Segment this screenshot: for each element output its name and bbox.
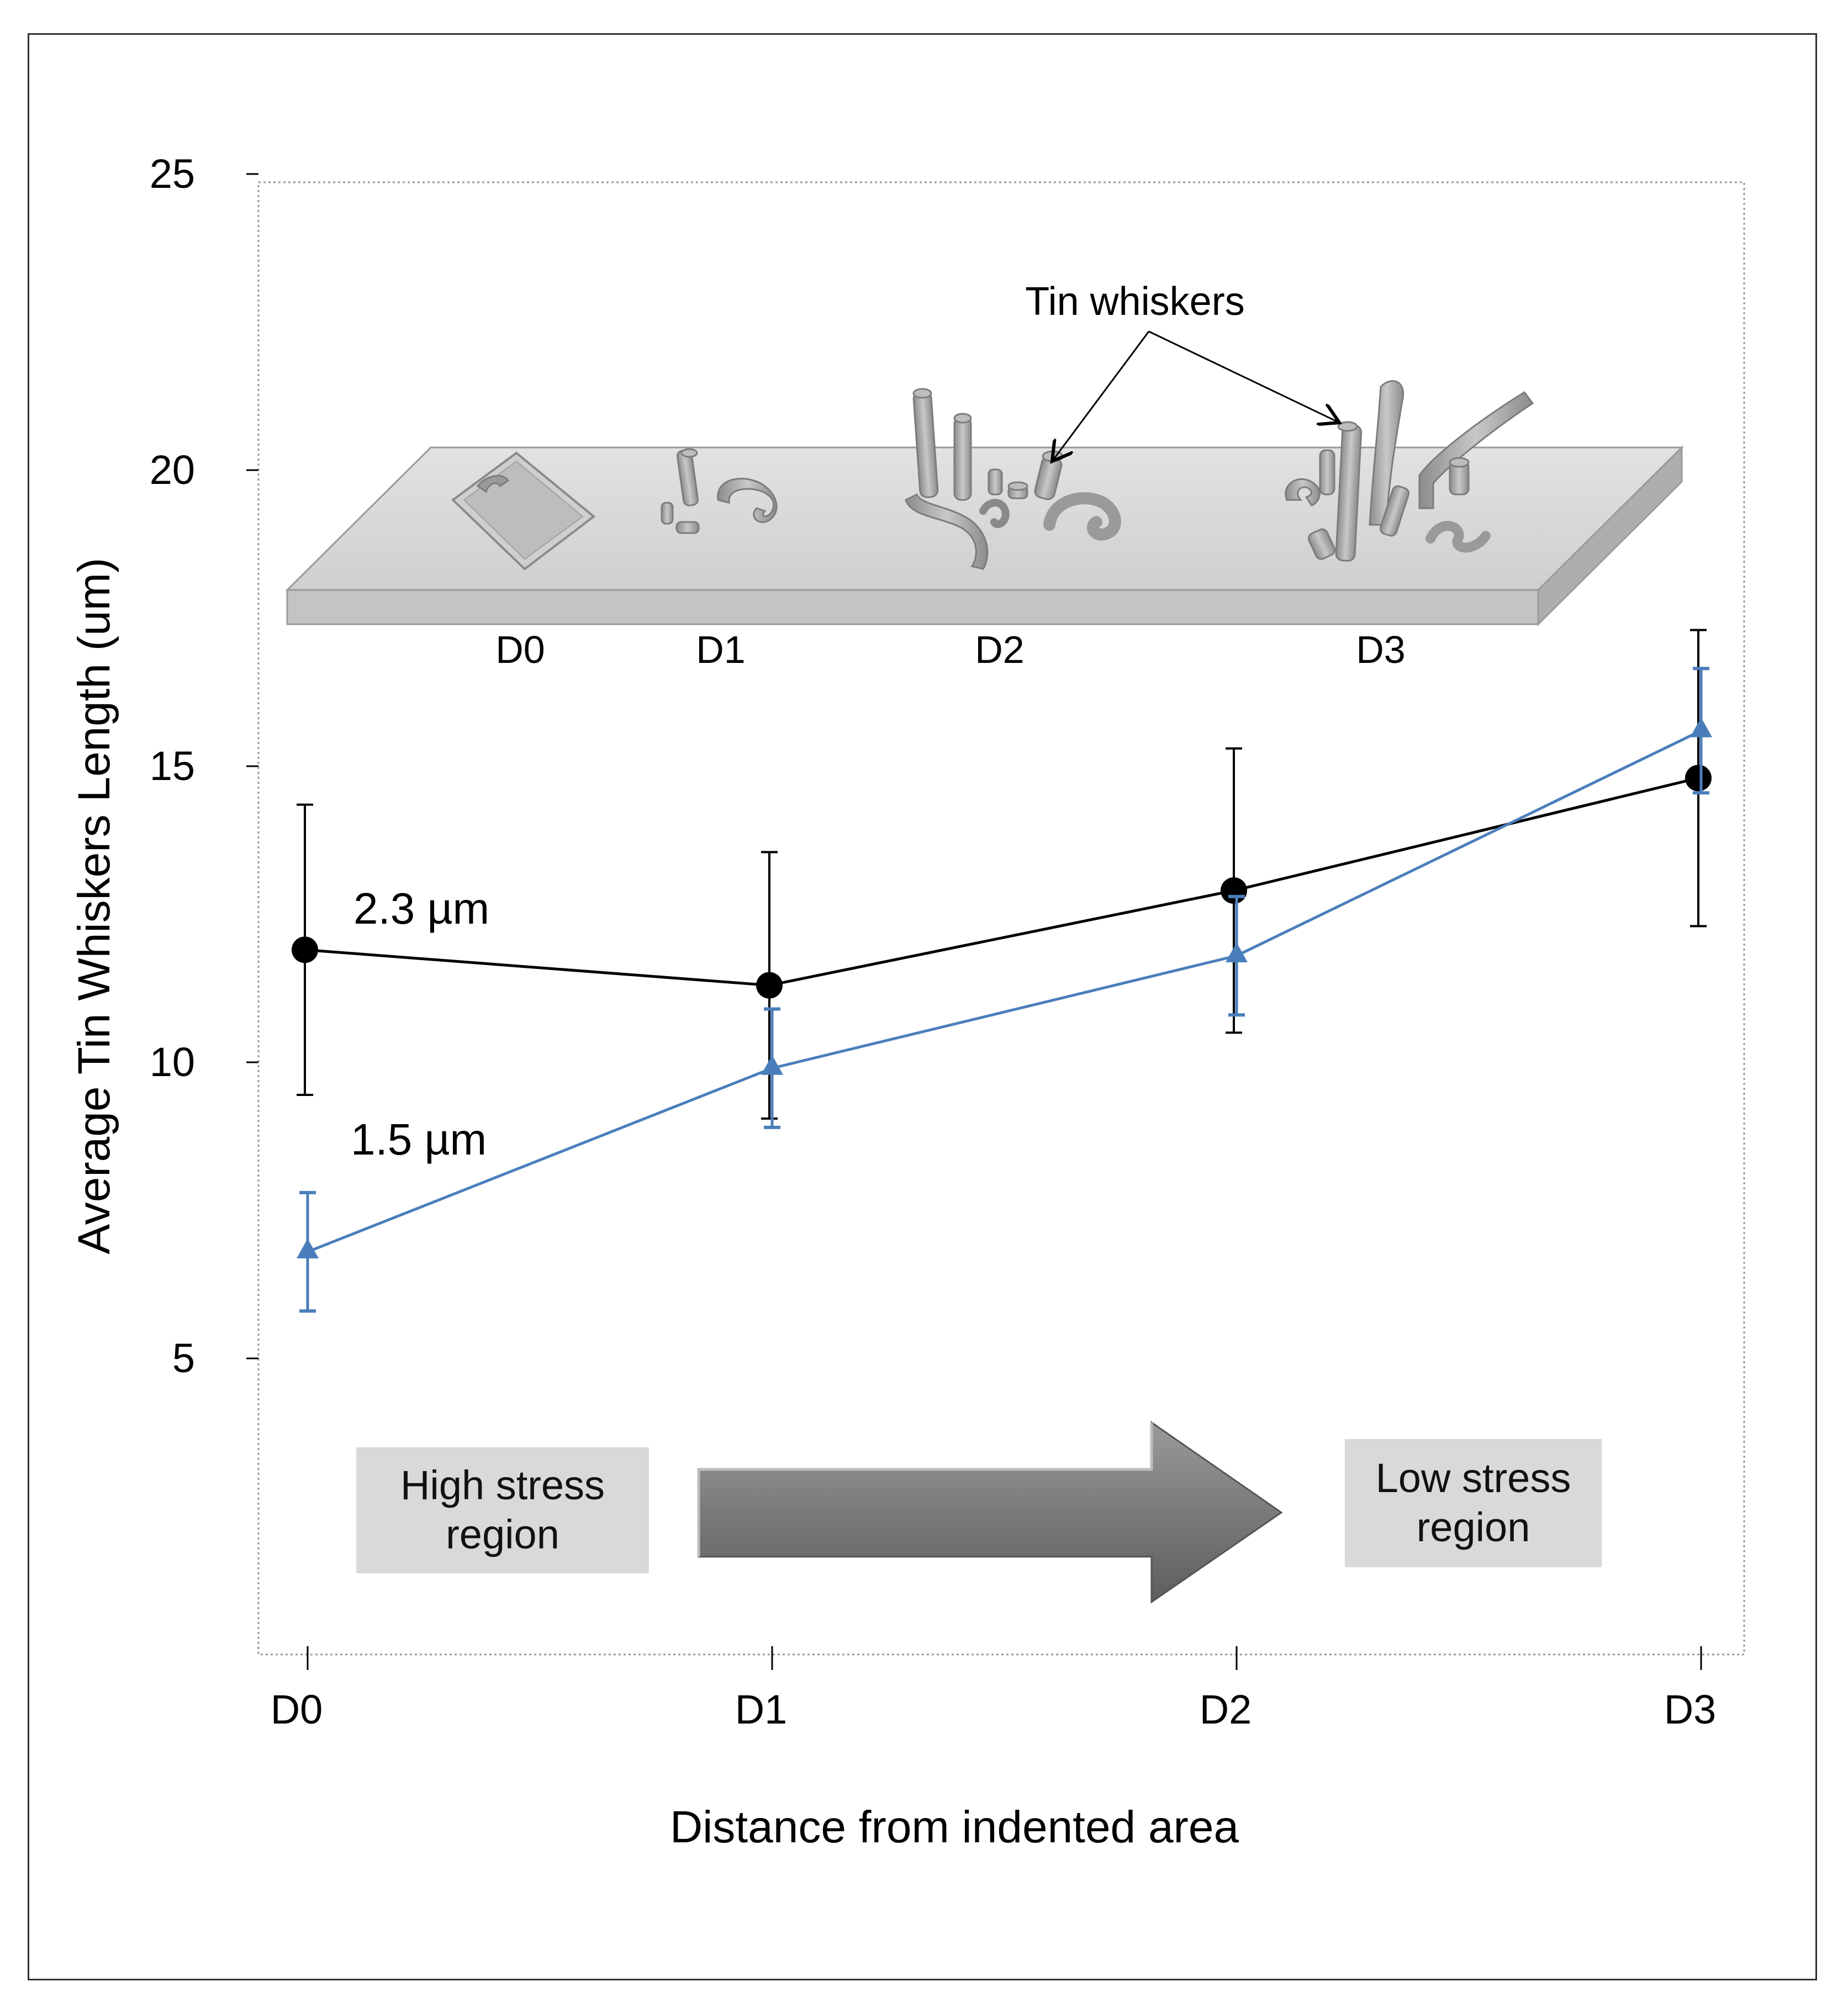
series-1 [297, 667, 1712, 1313]
series-layer [292, 629, 1712, 1313]
indent-d0 [451, 451, 596, 571]
plot-area [257, 181, 1745, 1656]
series-label-blue: 1.5 µm [351, 1115, 487, 1164]
data-point [1226, 942, 1248, 963]
high-stress-label: High stress region [356, 1447, 649, 1573]
series-label-black: 2.3 µm [353, 884, 489, 933]
data-point [292, 936, 318, 963]
x-axis: D0 D1 D2 D3 [271, 1646, 1717, 1732]
y-axis-title: Average Tin Whiskers Length (um) [69, 558, 119, 1255]
series-0 [292, 629, 1712, 1120]
data-point [1685, 765, 1712, 792]
data-point [756, 972, 783, 999]
tin-whiskers-label: Tin whiskers [1025, 280, 1244, 324]
y-tick-label: 10 [150, 1039, 195, 1085]
series-line [304, 777, 1699, 987]
plate-label-d1: D1 [696, 628, 745, 671]
plate-label-d0: D0 [495, 628, 545, 671]
y-tick-label: 15 [150, 743, 195, 789]
x-tick-label: D2 [1200, 1687, 1252, 1732]
plate-label-d3: D3 [1356, 628, 1405, 671]
data-point [1221, 877, 1247, 904]
x-tick-label: D0 [271, 1687, 323, 1732]
figure-frame [28, 33, 1817, 1980]
whiskers-d3 [1285, 380, 1534, 562]
plate-front-face [286, 589, 1539, 625]
whisker-illustration: Tin whiskers D0 D1 D2 D3 [285, 280, 1684, 671]
plate-label-d2: D2 [975, 628, 1024, 671]
data-point [1690, 717, 1712, 737]
data-point [297, 1239, 319, 1259]
callout-line-d2 [1052, 331, 1150, 461]
callout-line-d3 [1148, 330, 1339, 423]
series-line [307, 729, 1702, 1253]
x-tick-label: D3 [1664, 1687, 1717, 1732]
y-tick-label: 5 [172, 1335, 195, 1381]
x-tick-label: D1 [735, 1687, 788, 1732]
y-axis: 5 10 15 20 25 [150, 151, 258, 1381]
x-axis-title: Distance from indented area [670, 1802, 1239, 1852]
y-tick-label: 25 [150, 151, 195, 197]
stress-direction-arrow [697, 1421, 1283, 1604]
plate-side-face [1537, 445, 1683, 626]
low-stress-label: Low stress region [1345, 1439, 1602, 1567]
whiskers-d1 [661, 448, 778, 534]
whiskers-d2 [905, 388, 1121, 570]
y-tick-label: 20 [150, 447, 195, 493]
data-point [761, 1055, 783, 1075]
